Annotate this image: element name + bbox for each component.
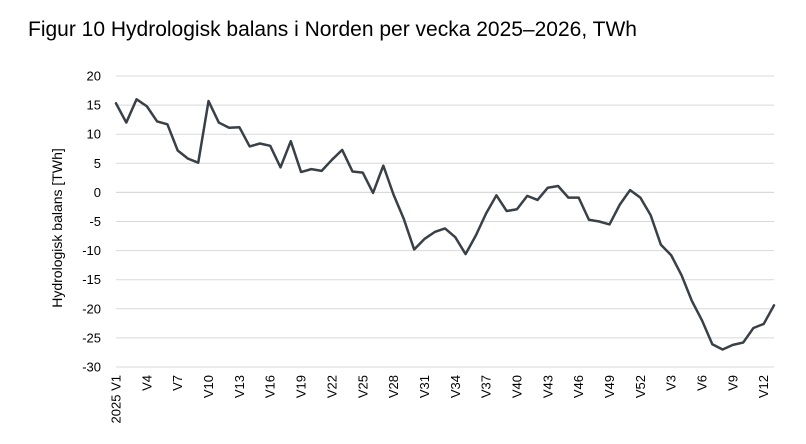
- x-tick-label: V37: [479, 375, 494, 398]
- x-tick-label: V52: [633, 375, 648, 398]
- x-tick-label: V7: [170, 375, 185, 391]
- x-tick-label: V25: [355, 375, 370, 398]
- y-axis-label: Hydrologisk balans [TWh]: [49, 148, 65, 308]
- x-tick-label: V49: [602, 375, 617, 398]
- x-tick-label: V4: [139, 375, 154, 391]
- x-tick-label: V16: [263, 375, 278, 398]
- y-tick-label: 20: [87, 69, 101, 84]
- x-tick-label: V22: [324, 375, 339, 398]
- x-tick-label: V46: [571, 375, 586, 398]
- x-tick-label: V19: [294, 375, 309, 398]
- gridlines: [116, 75, 774, 368]
- y-tick-label: -30: [82, 360, 101, 375]
- x-tick-label: 2025 V1: [109, 375, 124, 423]
- chart-title: Figur 10 Hydrologisk balans i Norden per…: [28, 18, 637, 41]
- y-tick-label: 15: [87, 98, 101, 113]
- x-tick-label: V10: [201, 375, 216, 398]
- x-tick-label: V12: [756, 375, 771, 398]
- x-tick-label: V43: [540, 375, 555, 398]
- y-tick-label: -15: [82, 272, 101, 287]
- x-tick-label: V28: [386, 375, 401, 398]
- x-tick-label: V34: [448, 375, 463, 398]
- y-tick-label: 0: [94, 185, 101, 200]
- y-tick-label: -20: [82, 301, 101, 316]
- x-tick-label: V6: [695, 375, 710, 391]
- y-axis-ticks: 20 15 10 5 0 -5 -10 -15 -20 -25 -30: [82, 69, 101, 375]
- x-tick-label: V13: [232, 375, 247, 398]
- y-tick-label: -10: [82, 243, 101, 258]
- y-tick-label: 10: [87, 127, 101, 142]
- x-tick-label: V3: [664, 375, 679, 391]
- y-tick-label: -25: [82, 330, 101, 345]
- x-tick-label: V9: [725, 375, 740, 391]
- series-line: [114, 98, 776, 351]
- x-tick-label: V40: [509, 375, 524, 398]
- x-axis-ticks: 2025 V1 V4 V7 V10 V13 V16 V19 V22 V25 V28 V31 V34 V3…: [109, 375, 772, 423]
- x-tick-label: V31: [417, 375, 432, 398]
- y-tick-label: -5: [89, 214, 101, 229]
- y-tick-label: 5: [94, 156, 101, 171]
